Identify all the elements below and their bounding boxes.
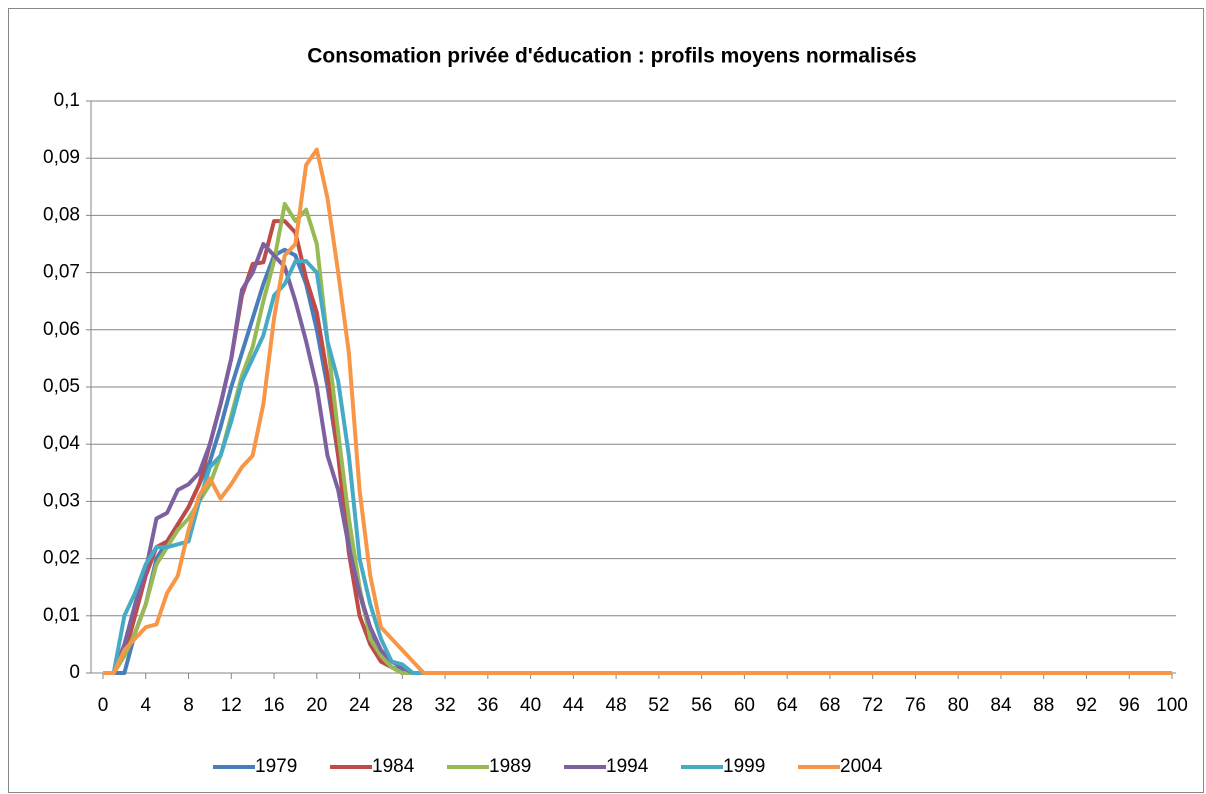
legend-label: 1984 bbox=[372, 756, 415, 777]
legend-label: 1994 bbox=[606, 756, 649, 777]
y-tick-label: 0,01 bbox=[43, 605, 80, 626]
y-tick-label: 0,03 bbox=[43, 490, 80, 511]
chart-title: Consomation privée d'éducation : profils… bbox=[307, 45, 916, 68]
x-tick-label: 44 bbox=[563, 695, 585, 716]
x-tick-label: 96 bbox=[1119, 695, 1140, 716]
x-tick-label: 48 bbox=[606, 695, 627, 716]
x-tick-label: 52 bbox=[648, 695, 669, 716]
x-tick-label: 36 bbox=[477, 695, 498, 716]
x-tick-label: 12 bbox=[221, 695, 242, 716]
x-tick-label: 20 bbox=[306, 695, 327, 716]
x-tick-label: 92 bbox=[1076, 695, 1097, 716]
x-tick-label: 68 bbox=[819, 695, 840, 716]
legend-label: 1979 bbox=[255, 756, 297, 777]
x-tick-label: 80 bbox=[948, 695, 969, 716]
x-tick-label: 76 bbox=[905, 695, 926, 716]
legend-label: 2004 bbox=[840, 756, 883, 777]
legend-label: 1989 bbox=[489, 756, 531, 777]
y-tick-label: 0,04 bbox=[43, 433, 80, 454]
x-tick-label: 60 bbox=[734, 695, 755, 716]
y-tick-label: 0,06 bbox=[43, 319, 80, 340]
x-tick-label: 32 bbox=[435, 695, 456, 716]
x-tick-label: 28 bbox=[392, 695, 413, 716]
y-tick-label: 0,1 bbox=[54, 90, 80, 111]
x-tick-label: 8 bbox=[183, 695, 194, 716]
x-tick-label: 88 bbox=[1033, 695, 1054, 716]
x-tick-label: 16 bbox=[263, 695, 284, 716]
x-tick-label: 64 bbox=[777, 695, 799, 716]
x-tick-label: 100 bbox=[1156, 695, 1188, 716]
y-tick-label: 0,05 bbox=[43, 376, 80, 397]
y-tick-label: 0,02 bbox=[43, 548, 80, 569]
x-tick-label: 72 bbox=[862, 695, 883, 716]
legend-label: 1999 bbox=[723, 756, 765, 777]
y-tick-label: 0,09 bbox=[43, 147, 80, 168]
y-tick-label: 0 bbox=[69, 662, 80, 683]
y-tick-label: 0,07 bbox=[43, 262, 80, 283]
x-tick-label: 0 bbox=[98, 695, 109, 716]
series-line bbox=[103, 147, 1172, 675]
x-tick-label: 56 bbox=[691, 695, 712, 716]
x-tick-label: 4 bbox=[140, 695, 151, 716]
x-tick-label: 40 bbox=[520, 695, 541, 716]
x-tick-label: 84 bbox=[990, 695, 1012, 716]
y-tick-label: 0,08 bbox=[43, 204, 80, 225]
x-tick-label: 24 bbox=[349, 695, 371, 716]
chart-border bbox=[8, 8, 1204, 793]
